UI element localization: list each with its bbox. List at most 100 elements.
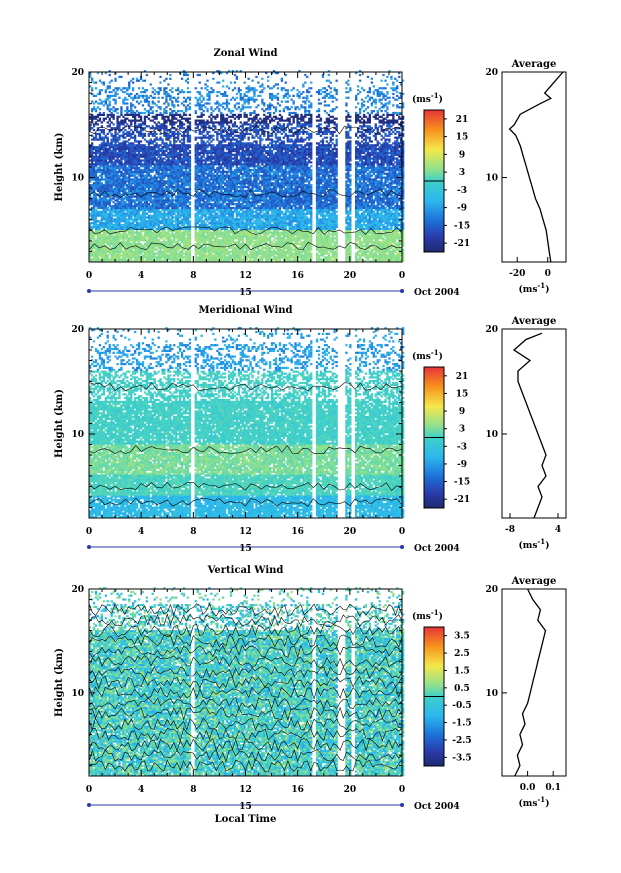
heatmap-cell — [212, 222, 215, 225]
heatmap-cell — [220, 127, 223, 130]
heatmap-cell — [128, 241, 131, 244]
heatmap-cell — [208, 186, 211, 189]
heatmap-cell — [159, 113, 162, 116]
heatmap-cell — [161, 165, 164, 168]
heatmap-cell — [225, 222, 229, 225]
heatmap-cell — [89, 201, 92, 204]
heatmap-cell — [126, 178, 129, 181]
heatmap-cell — [112, 140, 115, 143]
heatmap-cell — [188, 165, 192, 168]
heatmap-cell — [137, 79, 141, 82]
heatmap-cell — [177, 231, 180, 234]
heatmap-cell — [143, 148, 147, 151]
heatmap-cell — [222, 174, 225, 177]
heatmap-cell — [227, 233, 231, 236]
heatmap-cell — [151, 148, 154, 151]
heatmap-cell — [169, 140, 172, 143]
heatmap-cell — [179, 231, 182, 234]
heatmap-cell — [104, 100, 107, 103]
heatmap-cell — [186, 224, 190, 227]
heatmap-cell — [122, 98, 125, 101]
heatmap-cell — [137, 113, 141, 116]
heatmap-cell — [141, 237, 145, 240]
heatmap-cell — [120, 189, 123, 192]
heatmap-cell — [114, 151, 117, 154]
heatmap-cell — [225, 117, 229, 120]
heatmap-cell — [130, 104, 133, 107]
heatmap-cell — [122, 91, 125, 94]
heatmap-cell — [145, 146, 148, 149]
heatmap-cell — [175, 187, 178, 191]
heatmap-cell — [180, 157, 184, 160]
heatmap-cell — [102, 195, 105, 198]
heatmap-cell — [151, 111, 154, 115]
heatmap-cell — [222, 117, 225, 120]
heatmap-cell — [89, 184, 92, 187]
heatmap-cell — [220, 136, 223, 139]
heatmap-cell — [204, 225, 207, 229]
heatmap-cell — [112, 244, 115, 248]
heatmap-cell — [163, 222, 166, 225]
heatmap-cell — [96, 129, 100, 132]
heatmap-cell — [139, 140, 143, 143]
heatmap-cell — [222, 176, 225, 179]
heatmap-cell — [120, 241, 123, 244]
heatmap-cell — [102, 225, 105, 229]
heatmap-cell — [182, 138, 186, 141]
heatmap-cell — [135, 248, 139, 251]
heatmap-cell — [194, 227, 197, 230]
heatmap-cell — [143, 250, 147, 253]
heatmap-cell — [139, 111, 143, 115]
heatmap-cell — [169, 210, 172, 213]
heatmap-cell — [122, 140, 125, 143]
heatmap-cell — [184, 148, 188, 151]
heatmap-cell — [128, 87, 131, 90]
heatmap-cell — [200, 138, 203, 141]
heatmap-cell — [171, 176, 174, 179]
heatmap-cell — [134, 203, 137, 206]
heatmap-cell — [202, 239, 205, 242]
heatmap-cell — [194, 218, 197, 221]
heatmap-cell — [141, 159, 145, 162]
heatmap-cell — [147, 203, 150, 206]
heatmap-cell — [124, 170, 127, 173]
heatmap-cell — [108, 222, 111, 225]
heatmap-cell — [155, 206, 158, 210]
heatmap-cell — [208, 151, 211, 154]
heatmap-cell — [96, 149, 100, 153]
heatmap-cell — [104, 98, 107, 101]
heatmap-cell — [118, 243, 121, 246]
heatmap-cell — [171, 151, 174, 154]
heatmap-cell — [143, 260, 147, 263]
heatmap-cell — [218, 195, 221, 198]
heatmap-cell — [96, 235, 100, 238]
heatmap-cell — [128, 134, 131, 137]
heatmap-cell — [220, 123, 223, 126]
heatmap-cell — [206, 218, 209, 221]
heatmap-cell — [104, 205, 107, 208]
heatmap-cell — [194, 178, 197, 181]
heatmap-cell — [202, 252, 205, 255]
heatmap-cell — [159, 89, 162, 92]
heatmap-cell — [114, 174, 117, 177]
heatmap-cell — [102, 161, 105, 164]
heatmap-cell — [143, 233, 147, 236]
heatmap-cell — [202, 146, 205, 149]
heatmap-cell — [145, 157, 148, 160]
heatmap-cell — [135, 172, 139, 175]
heatmap-cell — [106, 142, 109, 145]
heatmap-cell — [137, 235, 141, 238]
heatmap-cell — [94, 248, 98, 251]
heatmap-cell — [159, 161, 162, 164]
heatmap-cell — [145, 244, 148, 248]
heatmap-cell — [157, 258, 160, 261]
heatmap-cell — [169, 254, 172, 257]
heatmap-cell — [92, 94, 96, 97]
heatmap-cell — [112, 254, 115, 257]
heatmap-cell — [94, 182, 98, 185]
heatmap-cell — [141, 149, 145, 153]
heatmap-cell — [182, 233, 186, 236]
heatmap-cell — [134, 184, 137, 187]
heatmap-cell — [194, 195, 197, 198]
heatmap-cell — [141, 195, 145, 198]
